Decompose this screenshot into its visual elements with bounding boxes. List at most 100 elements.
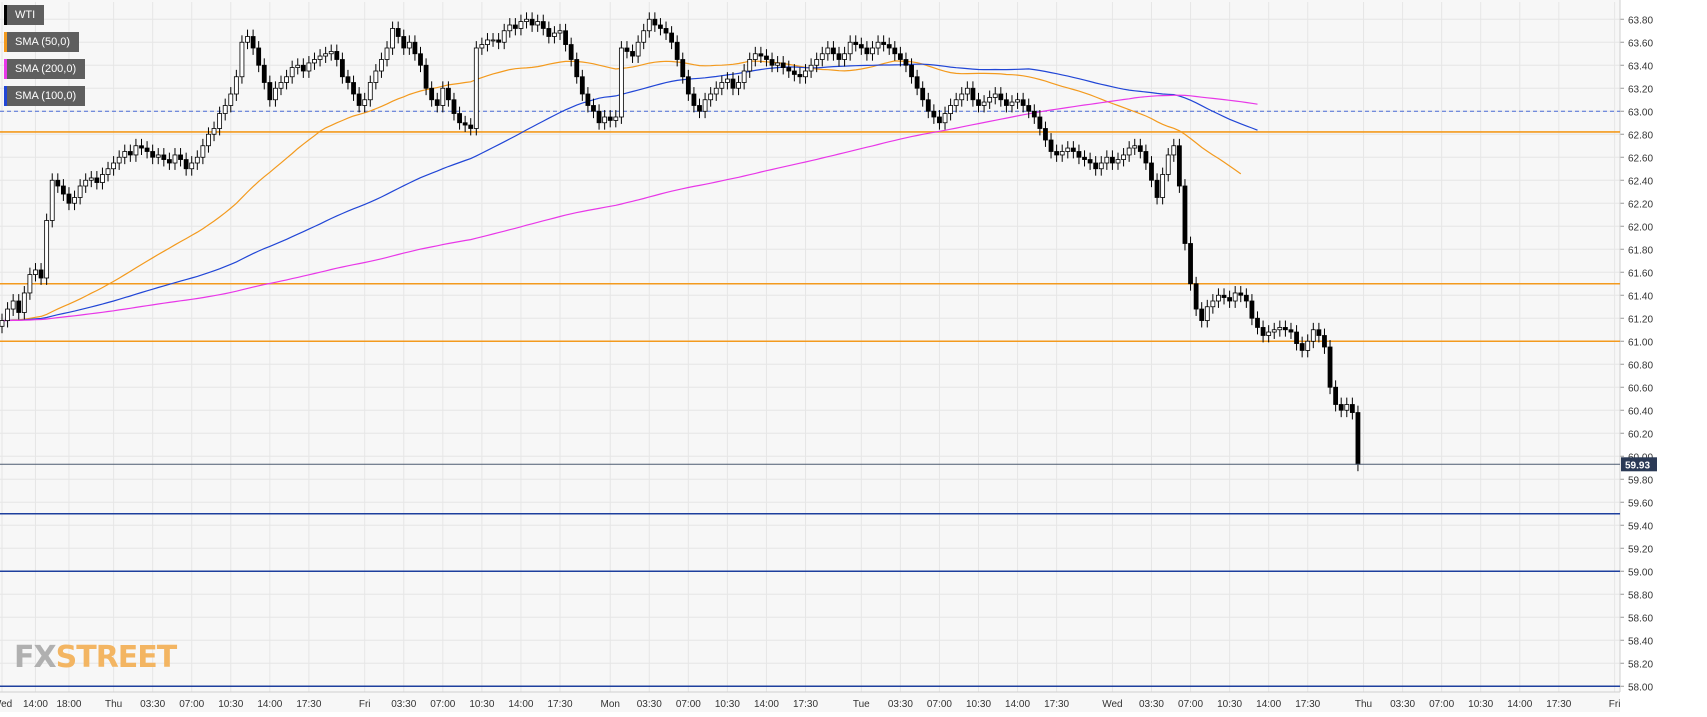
- y-tick-label: 63.60: [1628, 38, 1653, 49]
- candle-body: [0, 320, 5, 327]
- candle-body: [1115, 159, 1121, 164]
- candle-body: [284, 76, 289, 83]
- candle-body: [819, 53, 825, 60]
- candle-body: [401, 36, 407, 49]
- candle-body: [295, 64, 301, 68]
- legend-sma200[interactable]: SMA (200,0): [4, 59, 86, 79]
- y-tick-label: 61.40: [1628, 291, 1653, 302]
- candle-body: [1322, 335, 1327, 348]
- candle-body: [858, 44, 864, 49]
- candle-body: [245, 36, 250, 43]
- candle-body: [1126, 147, 1132, 156]
- candle-body: [1338, 404, 1344, 411]
- candle-body: [111, 162, 116, 170]
- candle-body: [166, 159, 172, 164]
- candle-body: [925, 99, 931, 112]
- candle-body: [38, 269, 44, 279]
- candle-body: [713, 87, 719, 95]
- candle-body: [356, 93, 362, 106]
- candle-body: [618, 47, 624, 118]
- candle-body: [914, 76, 920, 89]
- candle-body: [1204, 306, 1210, 321]
- candle-body: [83, 179, 89, 187]
- candle-body: [1020, 99, 1026, 106]
- candle-body: [719, 82, 725, 89]
- candle-body: [395, 28, 401, 37]
- candle-body: [641, 30, 647, 43]
- candle-body: [379, 59, 384, 72]
- candle-body: [228, 93, 234, 106]
- candle-body: [892, 47, 898, 55]
- x-tick-label: Wed: [1102, 699, 1122, 710]
- candle-body: [10, 300, 16, 310]
- candle-body: [457, 113, 462, 124]
- candle-body: [1188, 243, 1193, 285]
- candle-body: [814, 59, 820, 66]
- x-tick-label: 07:00: [1178, 699, 1203, 710]
- candle-body: [306, 62, 312, 72]
- candle-body: [33, 269, 38, 275]
- candle-body: [747, 59, 753, 72]
- candle-body: [1349, 404, 1355, 413]
- y-tick-label: 62.20: [1628, 199, 1653, 210]
- candle-body: [55, 179, 61, 187]
- legend-sma200-label: SMA (200,0): [15, 63, 77, 75]
- candle-body: [1098, 162, 1104, 170]
- candle-body: [1165, 154, 1171, 175]
- candle-body: [1171, 145, 1177, 156]
- candle-body: [652, 18, 658, 26]
- candle-body: [312, 59, 317, 64]
- x-tick-label: Fri: [1609, 699, 1621, 710]
- candle-body: [970, 87, 976, 101]
- candle-body: [803, 70, 808, 78]
- candle-body: [100, 174, 105, 183]
- candle-body: [1294, 331, 1299, 344]
- candle-body: [1048, 139, 1054, 152]
- x-tick-label: 17:30: [1295, 699, 1320, 710]
- fxstreet-logo: FXSTREET: [14, 640, 177, 675]
- candle-body: [736, 82, 741, 89]
- candle-body: [451, 99, 457, 114]
- candle-body: [16, 300, 22, 313]
- candle-body: [786, 67, 792, 72]
- candle-body: [574, 59, 580, 78]
- candle-body: [702, 99, 708, 112]
- candle-body: [222, 105, 228, 114]
- y-tick-label: 60.40: [1628, 406, 1653, 417]
- legend-sma100[interactable]: SMA (100,0): [4, 86, 86, 106]
- candle-body: [635, 41, 641, 57]
- candle-body: [1176, 145, 1182, 187]
- candle-body: [987, 97, 993, 103]
- candle-body: [959, 93, 965, 101]
- candle-body: [144, 147, 150, 152]
- candle-body: [278, 82, 284, 89]
- candle-body: [412, 41, 418, 55]
- last-price-label: 59.93: [1625, 460, 1650, 471]
- candle-body: [864, 47, 870, 55]
- candle-body: [1266, 331, 1272, 336]
- candle-body: [903, 59, 909, 66]
- candle-body: [1031, 110, 1037, 118]
- legend-sma50[interactable]: SMA (50,0): [4, 32, 80, 52]
- legend-wti[interactable]: WTI: [4, 5, 45, 25]
- candle-body: [473, 47, 479, 129]
- x-tick-label: Thu: [105, 699, 122, 710]
- candle-body: [875, 41, 881, 49]
- x-tick-label: 14:00: [1005, 699, 1030, 710]
- sma-200-line: [1, 94, 1258, 322]
- candle-body: [1026, 105, 1032, 112]
- candle-body: [1154, 179, 1160, 198]
- x-tick-label: 10:30: [715, 699, 740, 710]
- candle-body: [1277, 327, 1283, 331]
- candle-body: [21, 292, 27, 313]
- candle-body: [775, 62, 781, 66]
- candle-body: [680, 59, 686, 78]
- candle-body: [897, 53, 903, 60]
- candle-body: [546, 28, 552, 37]
- x-tick-label: 17:30: [1546, 699, 1571, 710]
- candle-body: [1199, 308, 1205, 321]
- candle-body: [791, 70, 797, 75]
- candle-body: [334, 51, 340, 60]
- candle-body: [780, 62, 786, 68]
